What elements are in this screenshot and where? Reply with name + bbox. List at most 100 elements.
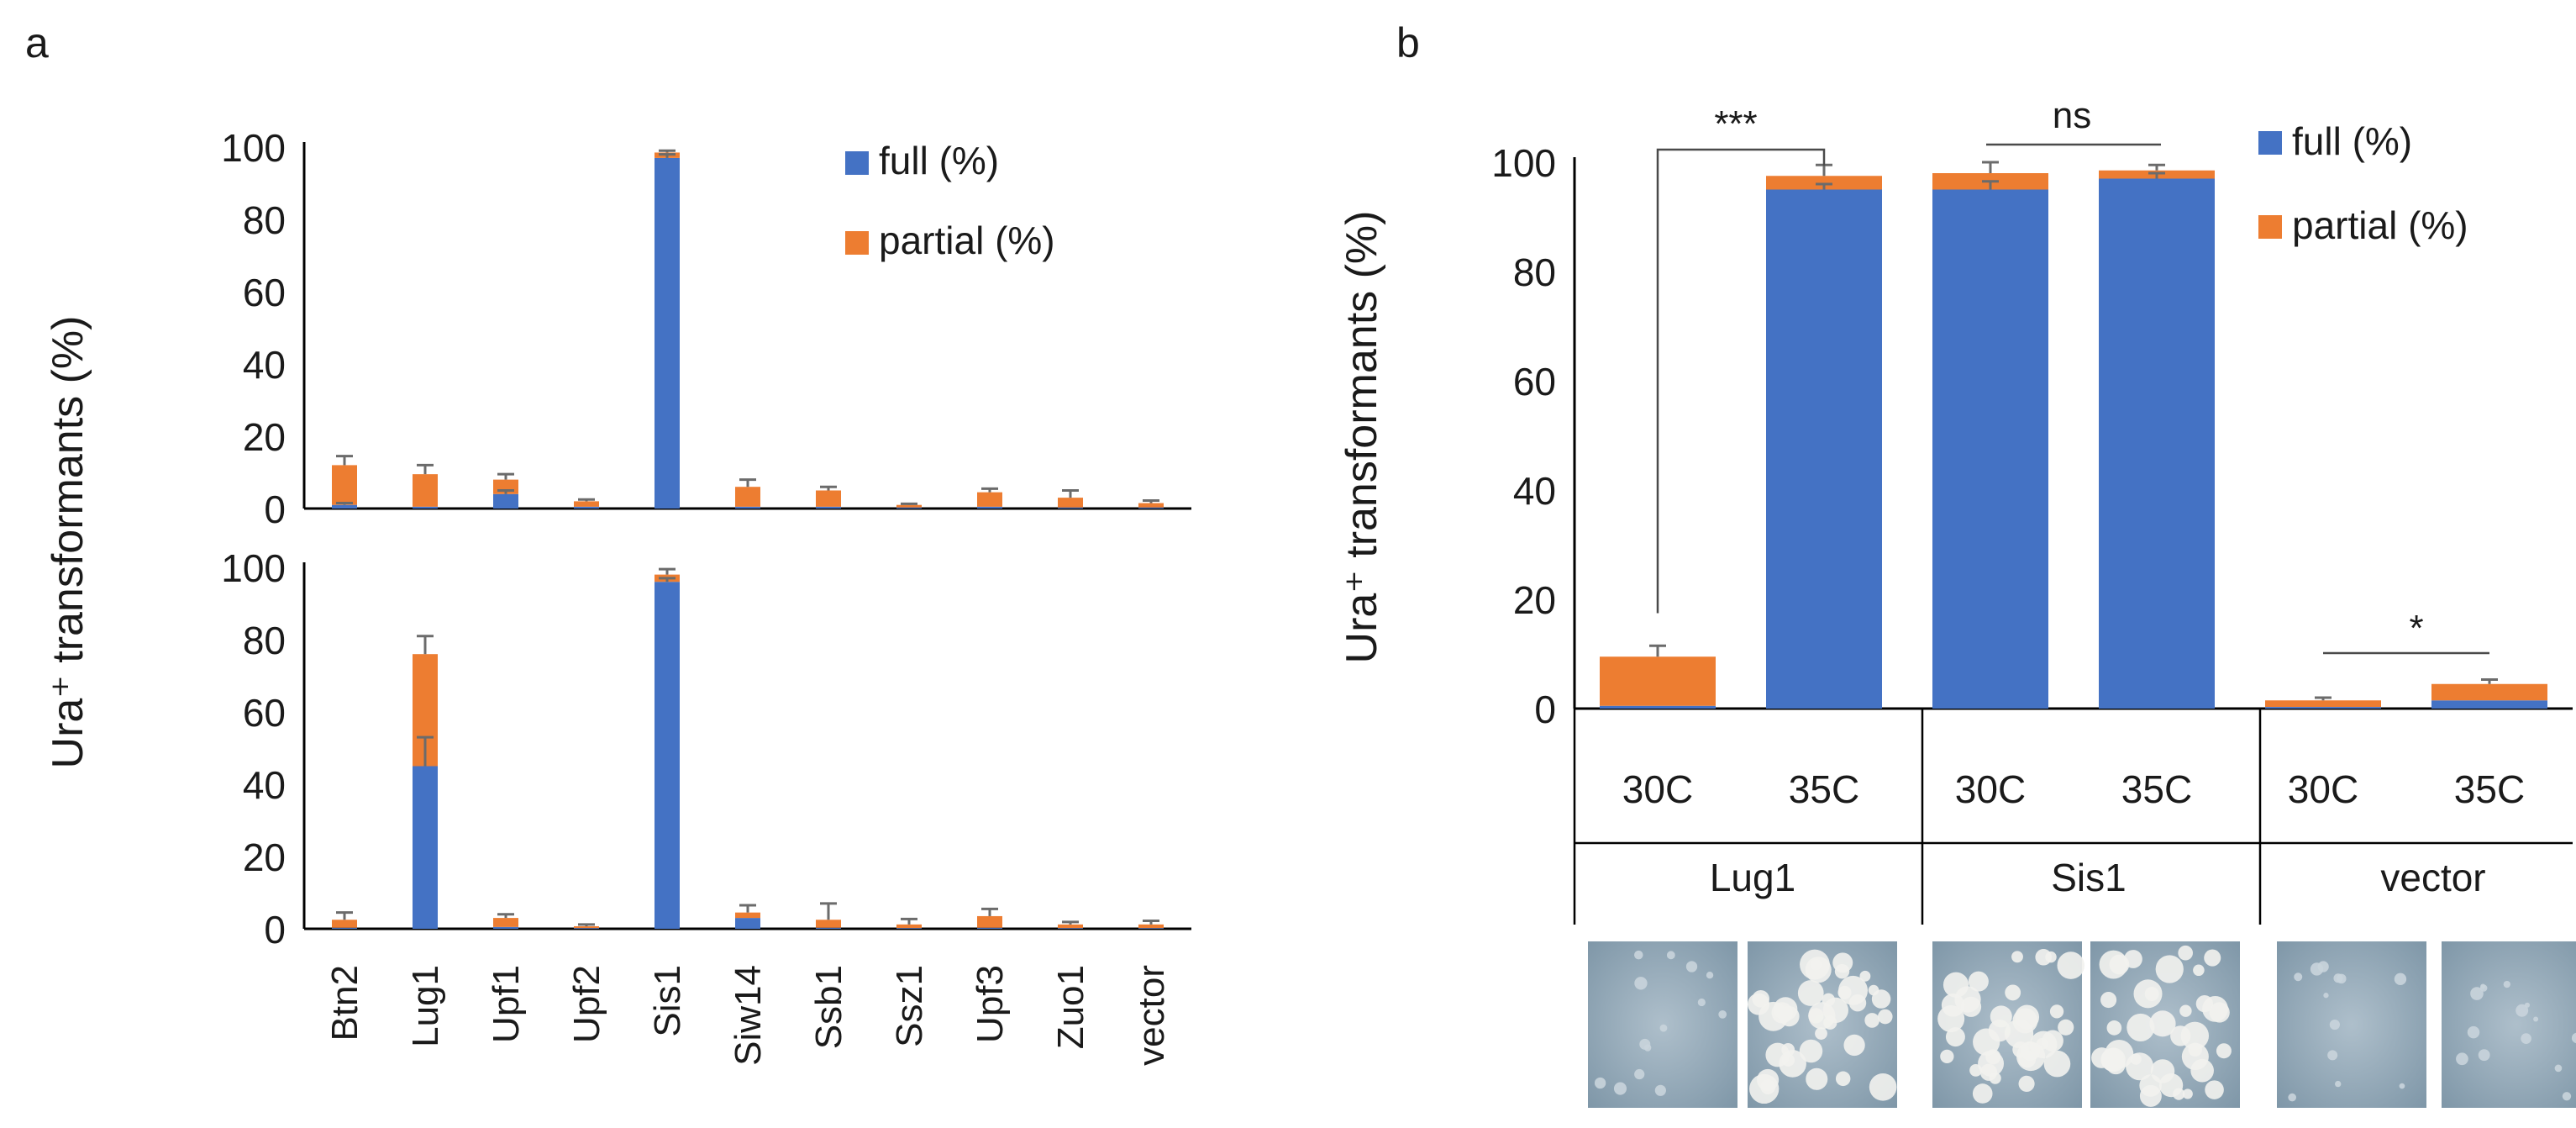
colony [2139, 1084, 2162, 1107]
panel-a-bottom-bar-full [332, 927, 357, 929]
panel-a-category-label: Ssz1 [889, 965, 930, 1047]
colony [2049, 1004, 2064, 1019]
panel-a-label: a [25, 19, 49, 66]
colony [1639, 1038, 1651, 1050]
panel-b-category-label: 35C [2454, 767, 2525, 811]
colony [2005, 984, 2021, 1001]
colony [2337, 973, 2347, 984]
colony [2150, 1059, 2175, 1083]
panel-a-bottom-bar-full [574, 928, 599, 929]
colony [2317, 961, 2329, 973]
colony [2058, 1019, 2074, 1036]
panel-a-bottom-bar-partial [1058, 924, 1083, 929]
colony-plate-image [2277, 941, 2426, 1108]
panel-a-category-label: Zuo1 [1050, 965, 1091, 1049]
legend-partial-label: partial (%) [879, 219, 1055, 262]
legend-full-label: full (%) [879, 139, 999, 182]
panel-a-bottom-bar-full [1138, 928, 1164, 929]
colony-image-row [1588, 941, 2576, 1108]
panel-a-top-bar-full [655, 157, 680, 509]
colony [1666, 951, 1675, 960]
panel-a-top-bar-full [1058, 507, 1083, 509]
colony [1765, 1042, 1790, 1067]
colony [2478, 1049, 2490, 1062]
panel-a-bottom-ytick-label: 80 [243, 619, 286, 662]
colony [1706, 972, 1714, 979]
panel-a-bottom-ytick-label: 0 [264, 908, 286, 951]
panel-a-top-bar-partial [977, 492, 1002, 507]
colony [2288, 1093, 2297, 1102]
panel-a-top-bar-partial [1058, 498, 1083, 508]
panel-a-bottom-bar-partial [574, 925, 599, 929]
panel-a-top-bar-partial [1138, 503, 1164, 508]
colony [1940, 1049, 1954, 1064]
colony [1979, 1063, 1998, 1081]
colony [2004, 1019, 2034, 1048]
panel-a-bottom-ytick-label: 20 [243, 835, 286, 879]
panel-b-category-label: 35C [2121, 767, 2192, 811]
panel-a-bottom-bar-partial [896, 924, 922, 929]
panel-a-top-bar-full [816, 506, 841, 509]
colony [2327, 1050, 2338, 1061]
colony [2182, 1088, 2193, 1099]
colony [2524, 1002, 2531, 1008]
group-label-lug1: Lug1 [1710, 856, 1795, 899]
colony [2178, 945, 2194, 961]
panel-a-category-label: Upf3 [970, 965, 1011, 1043]
colony [2470, 987, 2484, 1000]
panel-a-top-bar-full [332, 504, 357, 509]
panel-a-top-bar-full [977, 506, 1002, 509]
panel-a-category-label: Ssb1 [808, 965, 849, 1049]
panel-a-bottom-bar-partial [816, 920, 841, 928]
panel-b-bar-full [1600, 705, 1716, 709]
panel-a-top-bar-partial [574, 501, 599, 507]
panel-a-category-label: Upf2 [566, 965, 607, 1043]
panel-a-top-ytick-label: 20 [243, 415, 286, 459]
colony [1659, 1024, 1668, 1032]
colony [1945, 1027, 1965, 1047]
panel-a-bottom-bar-full [655, 582, 680, 929]
panel-a-bottom-bar-full [977, 927, 1002, 929]
panel-a-category-label: vector [1131, 965, 1172, 1066]
sig-label-sis1: ns [2053, 95, 2091, 136]
panel-b-ytick-label: 80 [1513, 250, 1556, 294]
panel-a-bottom-bar-full [1058, 928, 1083, 929]
panel-b-ytick-label: 100 [1491, 141, 1556, 185]
panel-a-bottom-bar-full [816, 927, 841, 929]
panel-a-top-ytick-label: 0 [264, 488, 286, 531]
panel-a-top-ytick-label: 40 [243, 343, 286, 387]
colony [2133, 979, 2163, 1009]
colony [2209, 1002, 2230, 1023]
panel-a-bottom-bar-full [896, 928, 922, 929]
legend-partial-swatch [2258, 215, 2282, 239]
panel-b-label: b [1396, 19, 1420, 66]
legend-partial-swatch [845, 231, 869, 255]
colony [1941, 994, 1965, 1017]
colony [2155, 955, 2184, 983]
colony [1697, 998, 1706, 1007]
colony [2521, 1033, 2531, 1044]
colony [2193, 964, 2205, 977]
colony [1634, 950, 1643, 960]
colony [2045, 951, 2057, 963]
colony [1805, 957, 1832, 983]
panel-b-legend: full (%) partial (%) [2258, 119, 2468, 247]
colony [2130, 1053, 2142, 1065]
colony [1773, 997, 1798, 1021]
panel-a-top-bar-full [574, 506, 599, 509]
colony [2204, 949, 2221, 967]
colony [2216, 1043, 2232, 1059]
colony [2294, 973, 2303, 982]
panel-a-top-ytick-label: 60 [243, 271, 286, 314]
colony [2554, 1064, 2563, 1073]
panel-a-top-bar-full [493, 493, 518, 509]
colony-plate-image [2442, 941, 2576, 1108]
panel-a-top-bar-partial [896, 504, 922, 508]
panel-a-bottom-bar-partial [1138, 924, 1164, 929]
sig-label-vector: * [2409, 608, 2423, 649]
legend-partial-label: partial (%) [2292, 203, 2468, 247]
colony [2205, 1080, 2224, 1099]
colony [1634, 1068, 1645, 1080]
colony [2467, 1025, 2480, 1039]
colony [1868, 984, 1879, 996]
